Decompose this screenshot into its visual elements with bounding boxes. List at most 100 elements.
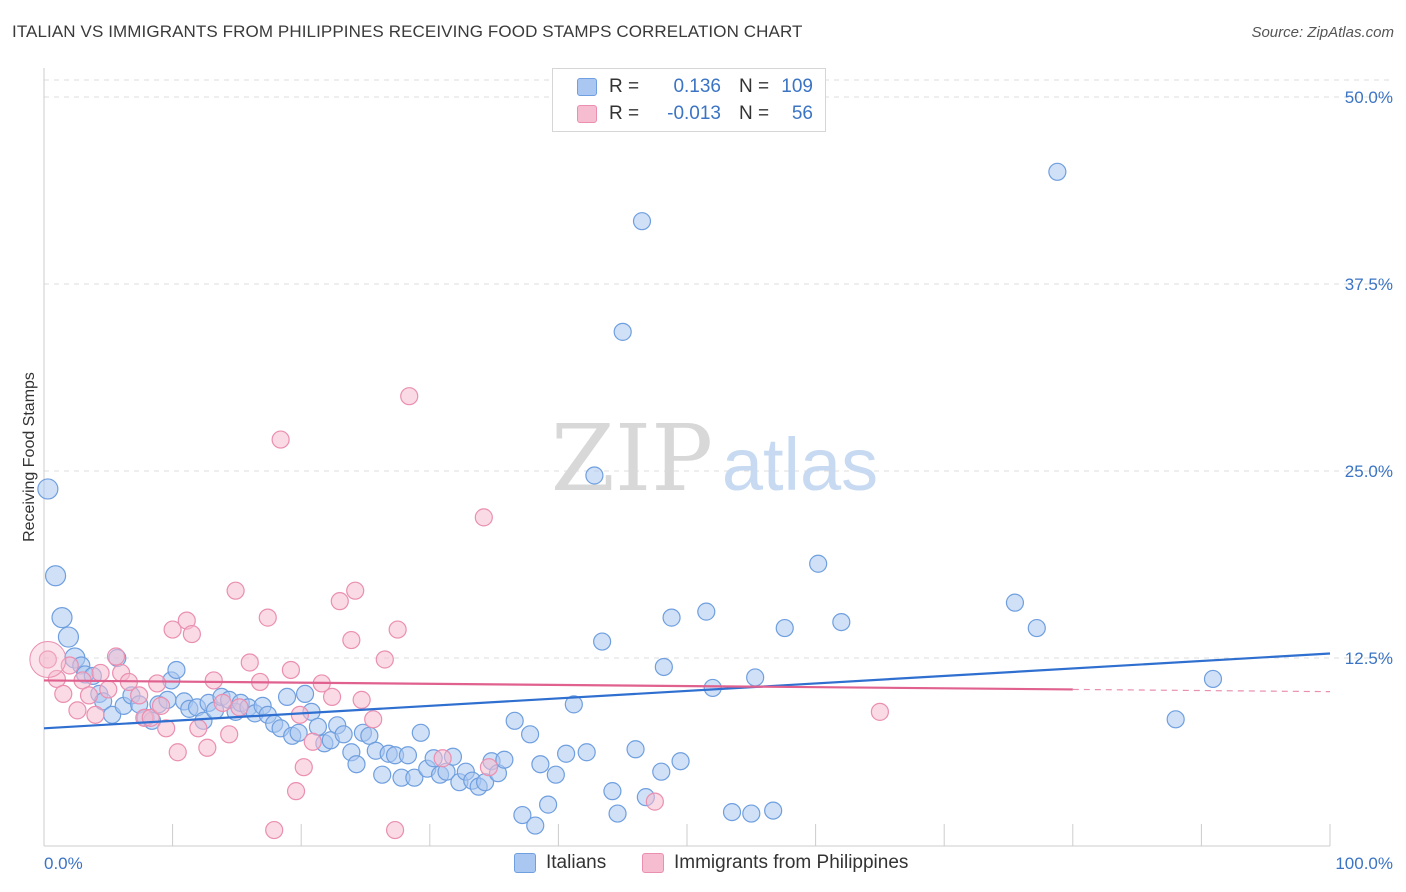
italians-point	[398, 746, 418, 765]
italians-point	[526, 816, 545, 835]
italians-point	[652, 762, 671, 781]
philippines-point	[91, 663, 110, 683]
italians-point	[671, 752, 690, 771]
italians-point	[703, 678, 722, 698]
y-tick-label: 50.0%	[1345, 88, 1393, 107]
legend-label-philippines: Immigrants from Philippines	[674, 852, 909, 873]
y-tick-label: 25.0%	[1345, 462, 1393, 481]
legend-r-label: R =	[609, 76, 640, 97]
series-legend: Italians Immigrants from Philippines	[0, 852, 1406, 878]
philippines-point	[213, 693, 232, 712]
philippines-point	[388, 620, 407, 639]
italians-point	[51, 607, 73, 629]
italians-point	[722, 802, 742, 822]
philippines-point	[220, 725, 239, 744]
legend-swatch-blue	[514, 853, 536, 873]
italians-point	[57, 626, 80, 648]
italians-point	[1166, 710, 1185, 729]
italians-point	[373, 765, 392, 784]
italians-point	[742, 804, 761, 823]
philippines-point	[79, 686, 99, 705]
italians-point	[546, 765, 565, 784]
italians-point	[608, 804, 627, 823]
italians-point	[495, 750, 514, 769]
philippines-point	[204, 671, 223, 690]
axes	[43, 68, 1331, 847]
philippines-point	[385, 820, 405, 840]
philippines-point	[258, 608, 277, 627]
italians-point	[531, 755, 550, 774]
philippines-point	[479, 758, 499, 777]
italians-point	[613, 322, 632, 341]
italians-point	[513, 805, 532, 825]
philippines-point	[130, 686, 149, 705]
philippines-point	[54, 684, 73, 704]
italians-point	[1048, 162, 1067, 181]
italians-point	[764, 801, 783, 820]
philippines-point	[330, 592, 349, 611]
legend-r-label: R =	[609, 103, 640, 124]
philippines-point	[106, 647, 126, 666]
italians-point	[585, 466, 604, 485]
philippines-point	[47, 669, 66, 689]
legend-n-label: N =	[739, 103, 770, 124]
legend-n-label: N =	[739, 76, 770, 97]
watermark: ZIP atlas	[551, 405, 878, 512]
italians-point	[277, 687, 297, 706]
philippines-point	[68, 701, 87, 720]
italians-point	[1005, 593, 1025, 612]
philippines-point	[265, 820, 284, 840]
philippines-trend-line	[43, 679, 1073, 691]
philippines-point	[151, 696, 171, 715]
philippines-point	[342, 630, 361, 650]
italians-point	[539, 795, 558, 814]
italians-point	[521, 725, 540, 744]
italians-point	[411, 723, 430, 742]
italians-point	[295, 684, 315, 704]
italians-point	[746, 668, 765, 687]
chart-title: ITALIAN VS IMMIGRANTS FROM PHILIPPINES R…	[12, 22, 803, 41]
italians-point	[405, 768, 424, 787]
philippines-point	[400, 387, 419, 406]
philippines-point	[303, 732, 322, 751]
legend-swatch-pink	[577, 105, 597, 123]
italians-point	[564, 695, 583, 714]
italians-point	[289, 723, 308, 742]
philippines-point	[346, 581, 365, 600]
italians-point	[167, 660, 186, 680]
philippines-point	[163, 620, 182, 639]
legend-row-italians: R = 0.136 N = 109	[577, 74, 813, 100]
gridlines	[44, 79, 1392, 659]
philippines-point	[29, 640, 67, 678]
legend-r-value: -0.013	[667, 103, 721, 124]
philippines-point	[281, 660, 301, 680]
italians-point	[662, 608, 681, 627]
italians-point	[632, 212, 652, 231]
trend-lines	[43, 652, 1331, 730]
italians-point	[334, 725, 353, 744]
philippines-point	[189, 719, 208, 738]
philippines-point	[38, 650, 57, 669]
philippines-point	[645, 792, 664, 811]
philippines-point	[286, 782, 306, 801]
philippines-point	[240, 653, 259, 672]
legend-item-italians: Italians	[514, 852, 606, 874]
philippines-point	[433, 749, 452, 768]
italians-point	[37, 478, 59, 500]
philippines-point	[271, 430, 290, 449]
italians-point	[654, 657, 673, 677]
correlation-legend: R = 0.136 N = 109 R = -0.013 N = 56	[552, 68, 826, 132]
philippines-point	[322, 687, 342, 706]
philippines-point	[86, 705, 105, 724]
legend-row-philippines: R = -0.013 N = 56	[577, 101, 813, 127]
philippines-point	[352, 690, 371, 709]
series-italians-points	[37, 162, 1223, 835]
watermark-zip: ZIP	[551, 405, 713, 512]
philippines-point	[230, 698, 249, 717]
philippines-point	[99, 680, 118, 699]
legend-item-philippines: Immigrants from Philippines	[642, 852, 908, 874]
philippines-point	[364, 710, 383, 729]
italians-point	[1027, 618, 1046, 638]
philippines-point	[226, 581, 245, 600]
